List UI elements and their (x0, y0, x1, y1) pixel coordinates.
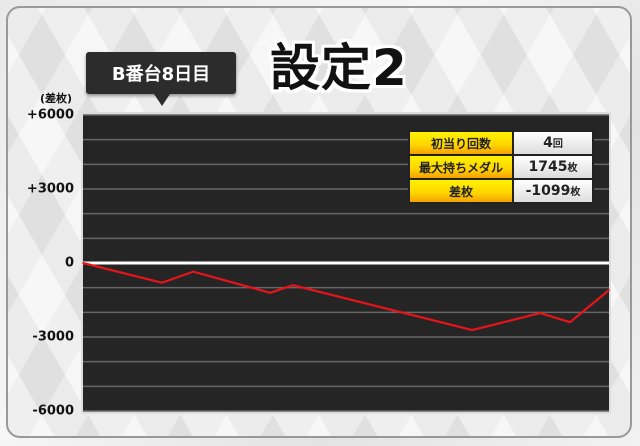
stat-row: 初当り回数 4回 (410, 132, 592, 154)
stat-label: 初当り回数 (410, 132, 512, 154)
data-point (569, 321, 571, 323)
data-point (82, 262, 84, 264)
stat-value: 1745枚 (514, 156, 592, 178)
machine-label-text: B番台8日目 (111, 64, 211, 85)
y-axis-label: (差枚) (40, 92, 73, 105)
data-point (269, 292, 272, 294)
machine-label: B番台8日目 (86, 52, 236, 106)
data-point (192, 270, 195, 273)
y-tick-label: 0 (64, 255, 74, 271)
data-point (292, 284, 294, 286)
y-tick-label: -6000 (32, 403, 74, 419)
stat-row: 最大持ちメダル 1745枚 (410, 156, 592, 178)
y-tick-label: +3000 (26, 181, 74, 197)
stats-table: 初当り回数 4回 最大持ちメダル 1745枚 差枚 -1099枚 (408, 130, 594, 204)
y-tick-label: -3000 (32, 329, 74, 345)
data-point (539, 312, 541, 314)
data-point (471, 329, 474, 331)
page-title: 設定2 (270, 39, 408, 97)
stat-value: 4回 (514, 132, 592, 154)
y-tick-label: +6000 (26, 107, 74, 123)
data-point (608, 289, 610, 291)
stat-value: -1099枚 (514, 180, 592, 202)
stat-label: 最大持ちメダル (410, 156, 512, 178)
stat-row: 差枚 -1099枚 (410, 180, 592, 202)
stat-label: 差枚 (410, 180, 512, 202)
data-point (161, 281, 163, 284)
